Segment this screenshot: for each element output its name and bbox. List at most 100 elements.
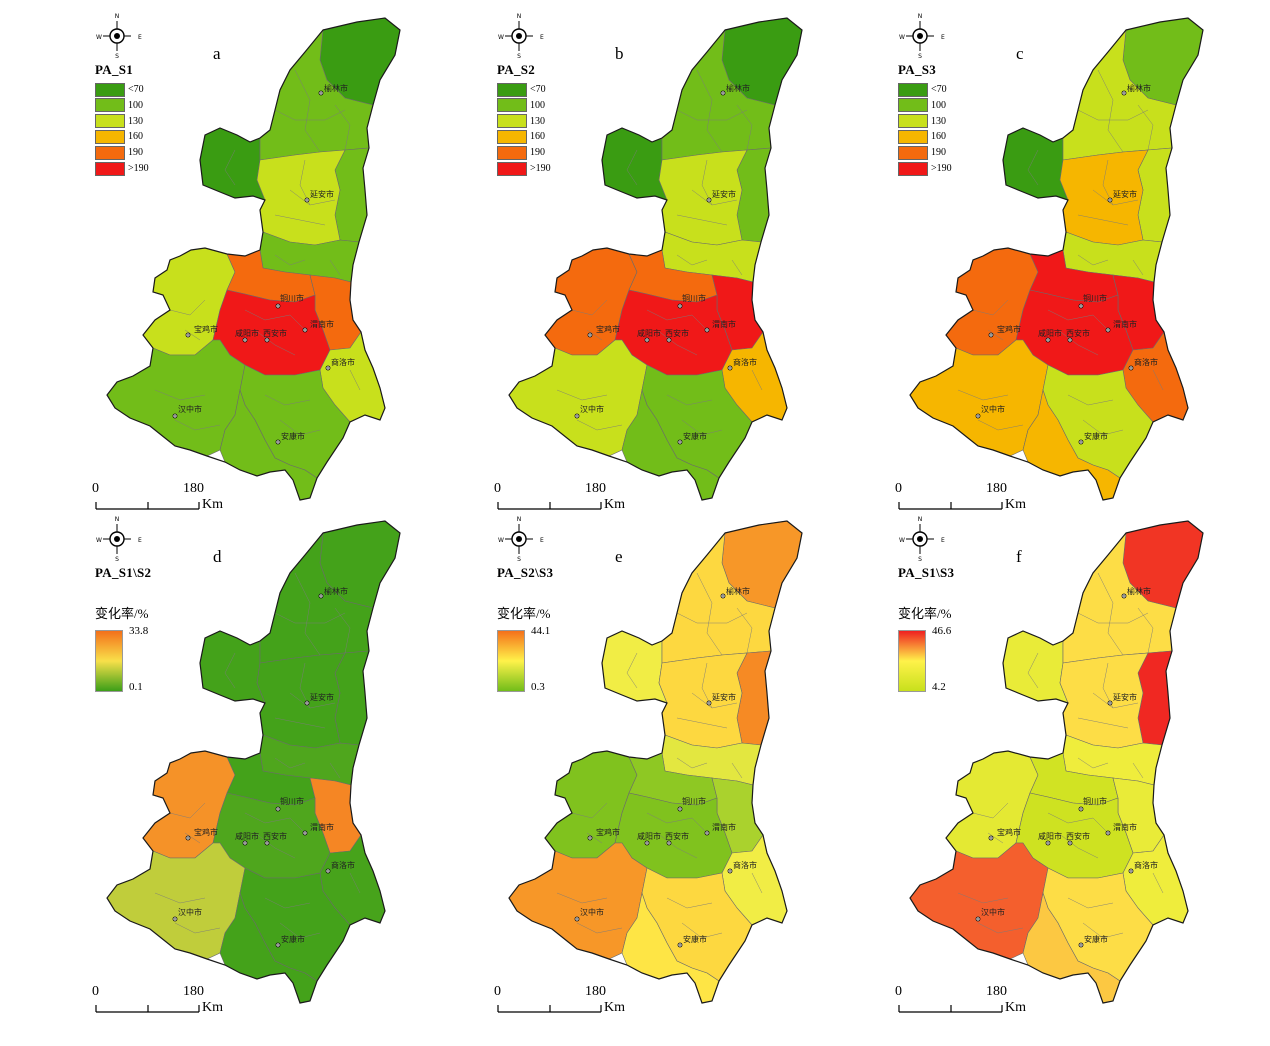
city-label-xian: 西安市 [665, 328, 689, 338]
scale-bar-zero: 0 [92, 481, 99, 496]
region-yulin_w [199, 127, 266, 201]
legend-swatch [497, 129, 527, 144]
city-label-xianyang: 咸阳市 [1038, 328, 1062, 338]
legend-max-value: 46.6 [932, 625, 952, 637]
region-yulin_w [1002, 127, 1069, 201]
region-yulin_w [1002, 630, 1069, 704]
city-label-yulin: 榆林市 [324, 586, 348, 596]
compass-s-label: S [918, 53, 922, 60]
province-outline [909, 520, 1204, 1004]
legend-swatch [898, 98, 928, 113]
legend-swatch [497, 98, 527, 113]
legend-item: <70 [95, 82, 144, 97]
region-yanan_n [736, 650, 772, 746]
legend-swatch [95, 129, 125, 144]
region-yulin_w [601, 630, 668, 704]
legend-swatch [497, 114, 527, 129]
region-yulin_w [199, 630, 266, 704]
legend-label: 130 [530, 115, 545, 127]
scale-bar [898, 502, 1003, 510]
city-label-xian: 西安市 [263, 831, 287, 841]
scale-bar-zero: 0 [494, 481, 501, 496]
province-outline [106, 520, 401, 1004]
legend-swatch [497, 82, 527, 97]
compass-n-label: N [115, 516, 120, 523]
city-label-hanzhong: 汉中市 [981, 404, 1005, 414]
scale-bar-distance: 180 [183, 481, 204, 496]
legend-subtitle: 变化率/% [95, 606, 149, 621]
legend-min-value: 4.2 [932, 681, 946, 693]
province-outline [508, 520, 803, 1004]
scale-bar [95, 1005, 200, 1013]
city-label-ankang: 安康市 [281, 934, 305, 944]
legend-item: >190 [95, 161, 149, 176]
legend-label: <70 [931, 84, 947, 95]
city-label-ankang: 安康市 [281, 431, 305, 441]
scale-bar-zero: 0 [494, 984, 501, 999]
compass-e-label: E [540, 34, 544, 41]
city-label-xianyang: 咸阳市 [235, 831, 259, 841]
compass-s-label: S [517, 53, 521, 60]
legend-title: PA_S1\S2 [95, 565, 152, 580]
scale-bar-unit: Km [604, 497, 625, 512]
legend-swatch [95, 98, 125, 113]
legend-item: 130 [497, 114, 545, 129]
legend-item: 130 [898, 114, 946, 129]
city-label-yanan: 延安市 [310, 692, 334, 702]
legend-item: 160 [898, 129, 946, 144]
panel-letter: e [615, 547, 623, 566]
compass-e-label: E [138, 34, 142, 41]
legend-swatch [898, 129, 928, 144]
legend-item: <70 [898, 82, 947, 97]
legend-gradient-bar [898, 630, 926, 692]
compass-w-label: W [96, 537, 102, 544]
city-label-shangluo: 商洛市 [733, 357, 757, 367]
legend-item: 100 [898, 98, 946, 113]
city-label-yanan: 延安市 [712, 692, 736, 702]
city-label-baoji: 宝鸡市 [596, 827, 620, 837]
city-label-xianyang: 咸阳市 [637, 831, 661, 841]
city-label-xian: 西安市 [1066, 328, 1090, 338]
county-boundaries [957, 572, 1164, 939]
province-outline [508, 17, 803, 501]
city-label-weinan: 渭南市 [310, 822, 334, 832]
compass-w-label: W [498, 537, 504, 544]
north-arrow-icon: N S E W [899, 13, 945, 60]
legend-max-value: 33.8 [129, 625, 149, 637]
city-label-yulin: 榆林市 [726, 586, 750, 596]
legend-swatch [898, 114, 928, 129]
legend-title: PA_S2\S3 [497, 565, 554, 580]
legend-title: PA_S2 [497, 62, 536, 77]
legend-label: 130 [128, 115, 143, 127]
scale-bar-distance: 180 [585, 481, 606, 496]
city-label-xian: 西安市 [263, 328, 287, 338]
compass-n-label: N [517, 516, 522, 523]
city-label-xianyang: 咸阳市 [235, 328, 259, 338]
city-label-yulin: 榆林市 [1127, 586, 1151, 596]
north-arrow-icon: N S E W [96, 516, 142, 563]
scale-bar-zero: 0 [895, 984, 902, 999]
city-label-ankang: 安康市 [1084, 431, 1108, 441]
city-label-shangluo: 商洛市 [331, 860, 355, 870]
city-label-baoji: 宝鸡市 [194, 324, 218, 334]
compass-w-label: W [96, 34, 102, 41]
city-label-tongchuan: 铜川市 [280, 293, 304, 303]
city-label-yulin: 榆林市 [1127, 83, 1151, 93]
scale-bar-unit: Km [604, 1000, 625, 1015]
city-label-xian: 西安市 [665, 831, 689, 841]
region-yanan_n [334, 650, 370, 746]
city-label-baoji: 宝鸡市 [997, 827, 1021, 837]
compass-n-label: N [115, 13, 120, 20]
legend-swatch [95, 82, 125, 97]
panel-letter: b [615, 44, 624, 63]
legend-label: >190 [530, 163, 551, 174]
city-label-hanzhong: 汉中市 [580, 907, 604, 917]
city-label-baoji: 宝鸡市 [596, 324, 620, 334]
compass-e-label: E [941, 537, 945, 544]
north-arrow-icon: N S E W [899, 516, 945, 563]
legend-item: <70 [497, 82, 546, 97]
